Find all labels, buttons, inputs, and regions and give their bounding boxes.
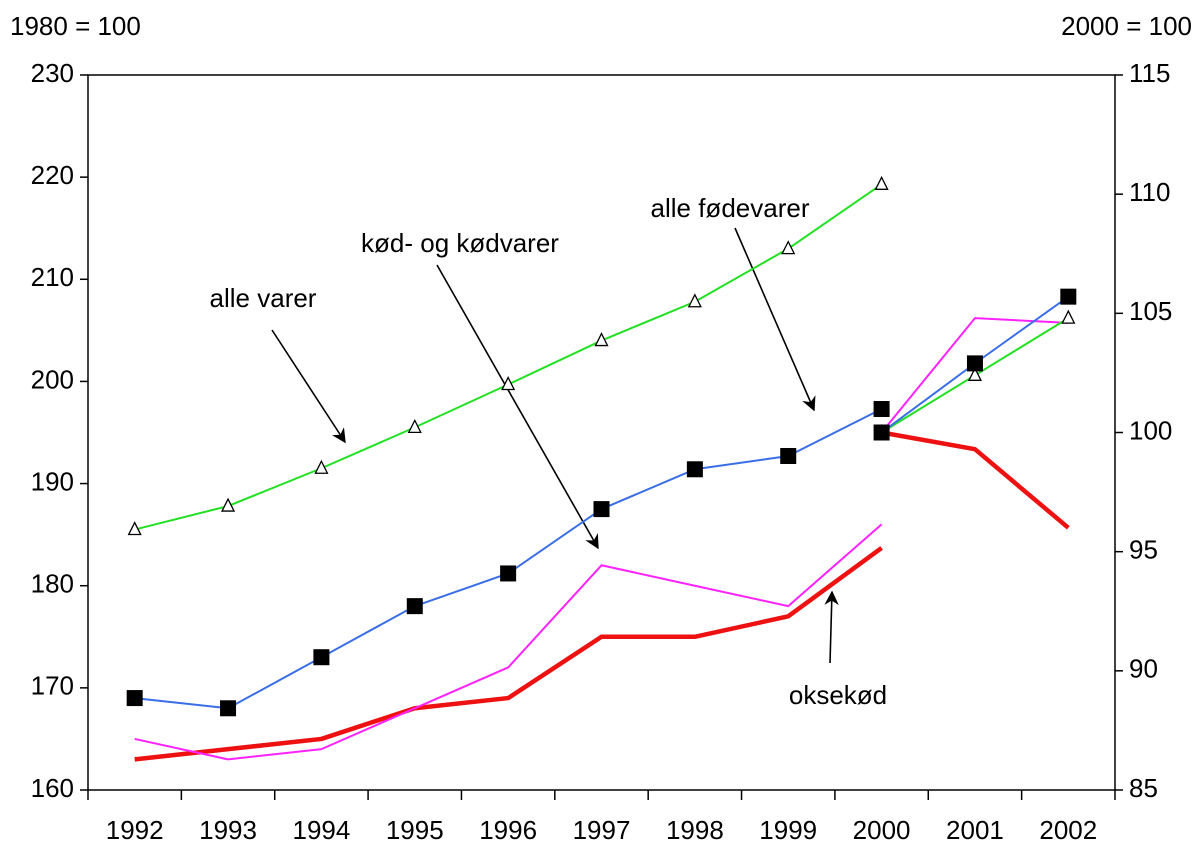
marker-triangle	[1061, 309, 1076, 324]
x-tick-label: 1996	[479, 815, 537, 845]
y2-tick-label: 95	[1129, 535, 1158, 565]
arrow	[734, 227, 816, 412]
marker-triangle	[687, 293, 702, 308]
series-line	[134, 523, 883, 761]
arrow	[271, 329, 346, 444]
arrow	[824, 590, 839, 664]
marker-square	[593, 501, 610, 518]
series-line	[134, 546, 883, 762]
marker-square	[500, 565, 517, 582]
y-tick-label: 170	[31, 671, 74, 701]
y-axis-label: 1980 = 100	[10, 11, 141, 41]
x-tick-label: 1998	[666, 815, 724, 845]
x-tick-label: 1997	[573, 815, 631, 845]
x-tick-label: 2001	[946, 815, 1004, 845]
y2-tick-label: 110	[1129, 177, 1170, 207]
y2-tick-label: 85	[1129, 773, 1158, 803]
y-tick-label: 180	[31, 569, 74, 599]
marker-square	[126, 690, 143, 707]
marker-square	[1060, 288, 1077, 305]
marker-triangle	[594, 332, 609, 347]
y-tick-label: 160	[31, 773, 74, 803]
y2-tick-label: 90	[1129, 654, 1158, 684]
marker-triangle	[127, 521, 142, 536]
series-line	[880, 317, 1069, 434]
x-tick-label: 2002	[1039, 815, 1097, 845]
series-annotation: alle varer	[210, 283, 317, 313]
marker-triangle	[220, 497, 236, 512]
y-tick-label: 190	[31, 466, 74, 496]
marker-square	[873, 401, 890, 418]
marker-square	[686, 461, 703, 478]
annotation-arrows	[271, 227, 839, 664]
marker-triangle	[314, 459, 329, 474]
x-tick-label: 1995	[386, 815, 444, 845]
arrow	[436, 264, 599, 550]
marker-triangle	[781, 240, 796, 255]
y2-tick-label: 105	[1129, 296, 1172, 326]
marker-square	[780, 447, 797, 464]
y2-tick-label: 100	[1129, 415, 1172, 445]
series-line	[881, 430, 1070, 530]
y-tick-label: 200	[31, 364, 74, 394]
series-annotation: kød- og kødvarer	[361, 228, 559, 258]
marker-square	[966, 355, 983, 372]
y-tick-label: 220	[31, 160, 74, 190]
marker-square	[313, 649, 330, 666]
marker-square	[406, 598, 423, 615]
marker-triangle	[874, 175, 889, 190]
y2-tick-label: 115	[1129, 58, 1170, 88]
y2-axis-label: 2000 = 100	[1061, 11, 1192, 41]
marker-triangle	[407, 418, 422, 434]
x-tick-label: 1993	[199, 815, 257, 845]
y-tick-label: 230	[31, 58, 74, 88]
series-annotation: alle fødevarer	[651, 193, 810, 223]
marker-square	[220, 700, 237, 717]
x-tick-label: 1999	[759, 815, 817, 845]
marker-square	[873, 424, 890, 441]
marker-triangle	[967, 366, 983, 381]
x-tick-label: 2000	[853, 815, 911, 845]
marker-triangle	[501, 376, 516, 391]
series-annotation: oksekød	[789, 680, 887, 710]
y-tick-label: 210	[31, 262, 74, 292]
x-tick-label: 1992	[106, 815, 164, 845]
x-tick-label: 1994	[292, 815, 350, 845]
